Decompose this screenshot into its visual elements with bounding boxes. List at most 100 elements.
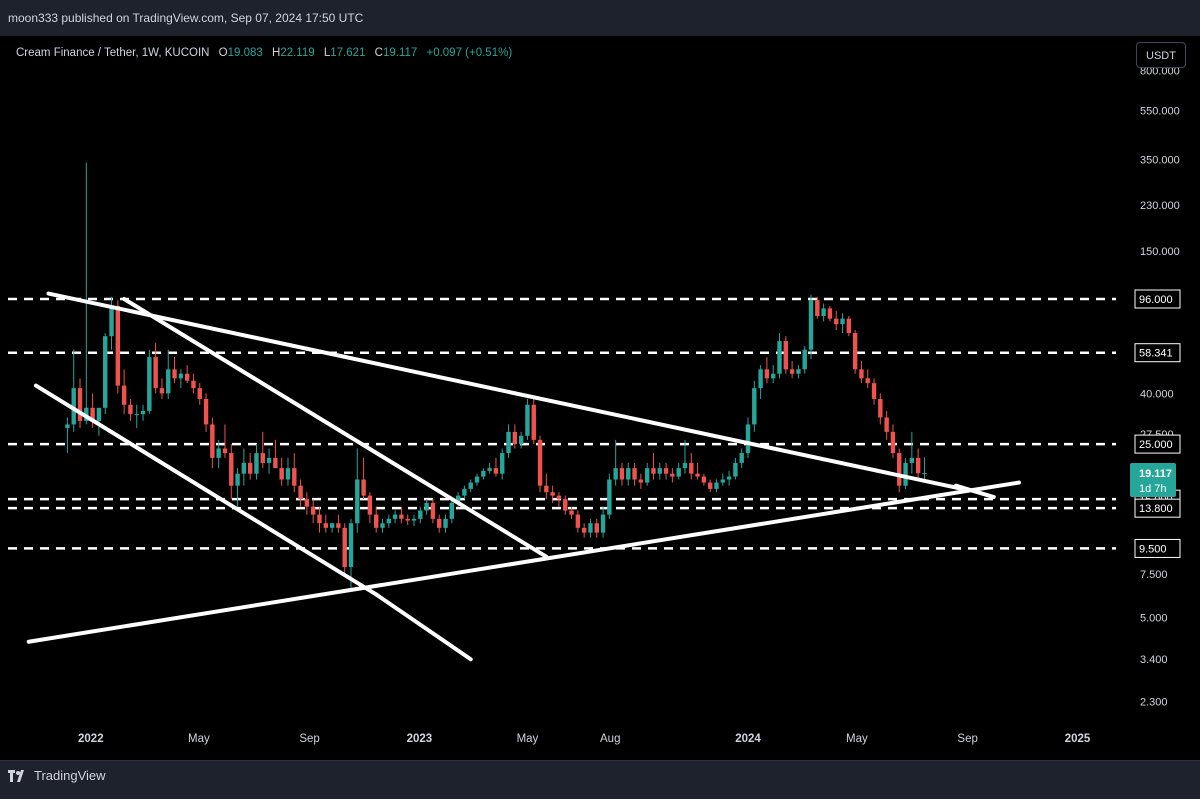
candle-body [550,492,555,496]
price-level-box [1134,538,1181,558]
tradingview-brand[interactable]: TradingView [8,768,106,783]
candle-body [247,462,253,474]
candle-body [651,468,656,474]
symbol-name: Cream Finance / Tether, 1W, KUCOIN [16,47,210,59]
candle-body [594,523,599,533]
price-chart[interactable]: 800.000 550.000 350.000 230.000 150.000 40.00… [0,36,1200,760]
y-tick-label: 800.000 [1140,65,1180,77]
candle-body [890,431,896,454]
price-level-label: 96.000 [1139,294,1173,306]
candle-body [752,388,757,425]
candle-body [827,308,833,319]
candle-body [632,468,637,480]
candle-body [266,457,272,463]
candle-body [714,482,719,489]
close-value: 19.117 [382,47,418,59]
candle-body [191,380,196,389]
candle-body [689,462,694,474]
candle-body [506,431,511,454]
candle-body [531,404,536,440]
y-tick-label: 5.000 [1140,613,1168,625]
price-level-label: 13.800 [1139,503,1173,515]
currency-button[interactable]: USDT [1136,42,1186,68]
open-label: O [218,47,228,59]
candle-body [411,518,417,521]
x-tick-label: May [188,733,210,745]
candle-body [474,476,480,483]
candle-body [260,453,265,463]
candle-body [808,300,814,350]
candle-body [525,404,530,436]
price-level-box [1134,343,1181,363]
trendline [122,296,549,559]
candle-body [77,388,83,421]
candle-body [65,424,70,429]
candle-body [915,457,921,474]
candle-body [569,510,574,515]
candle-body [449,502,455,519]
candle-body [695,473,700,477]
candle-body [726,476,732,480]
candle-body [846,318,852,334]
candle-body [676,468,681,477]
candle-body [588,523,593,533]
candle-body [140,410,146,415]
candle-body [430,502,436,519]
candle-body [172,369,177,379]
candle-body [184,373,190,381]
candle-body [203,398,209,425]
y-tick-label: 350.000 [1140,154,1180,166]
candle-body [758,369,763,389]
candle-body [663,468,669,474]
close-label: C [374,47,383,59]
candle-body [128,404,133,415]
candle-body [707,482,713,489]
low-label: L [323,47,331,59]
candle-body [147,357,152,411]
candle-body [115,305,121,386]
candle-body [789,369,795,374]
candle-body [777,341,782,374]
x-tick-label: 2022 [78,733,104,745]
last-price-box [1130,463,1176,498]
tradingview-logo-icon [8,769,24,782]
candle-body [241,462,247,474]
x-tick-label: Aug [600,733,620,745]
chart-area[interactable]: 800.000 550.000 350.000 230.000 150.000 40.00… [0,36,1200,760]
candle-body [493,468,499,474]
candle-body [607,479,612,515]
candle-body [619,468,625,480]
y-tick-label: 150.000 [1140,246,1180,258]
candle-body [815,300,820,316]
x-tick-label: 2025 [1065,733,1091,745]
candle-body [859,369,864,379]
low-value: 17.621 [330,47,366,59]
candle-body [134,414,139,416]
candle-body [581,527,587,533]
candle-body [897,453,902,486]
candle-body [701,476,707,483]
candle-body [386,518,392,524]
candle-body [361,479,366,496]
candle-body [153,357,158,389]
candle-body [90,407,95,421]
candle-body [544,485,549,493]
candle-body [292,468,297,486]
bottom-bar [0,760,1200,799]
candle-body [373,514,379,528]
candle-body [657,468,662,474]
candle-body [840,318,845,325]
y-tick-label: 550.000 [1140,106,1180,118]
candle-body [821,308,826,316]
candle-body [537,439,543,486]
candle-body [310,506,316,515]
candle-body [424,502,429,511]
candle-body [802,349,807,370]
x-tick-label: 2024 [735,733,761,745]
candle-body [909,457,915,463]
x-tick-label: 2023 [407,733,433,745]
candle-body [644,468,650,483]
candle-body [273,457,278,469]
candle-body [563,499,568,511]
candle-body [865,378,870,384]
